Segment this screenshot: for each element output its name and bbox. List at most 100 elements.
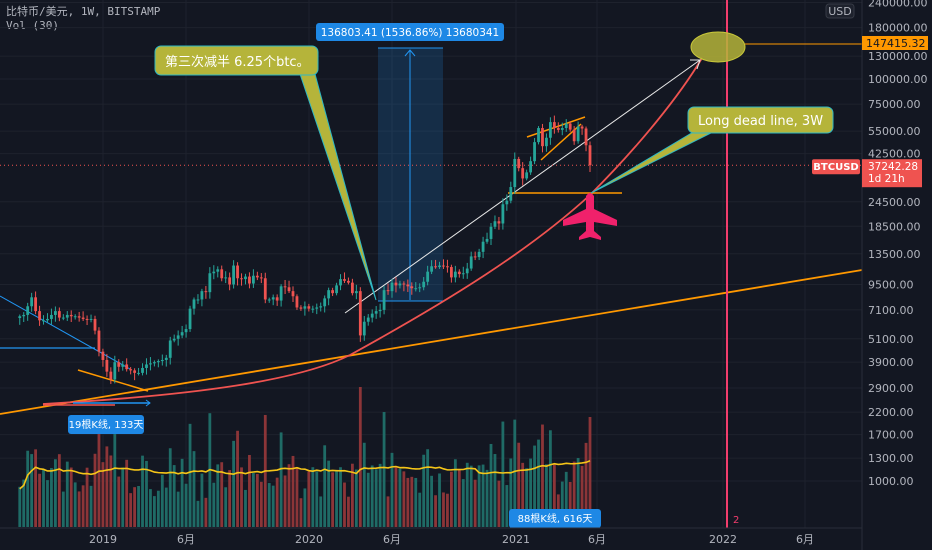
candle[interactable] <box>299 307 303 309</box>
triangle-upper[interactable] <box>77 369 149 392</box>
candle[interactable] <box>410 286 414 289</box>
candle[interactable] <box>77 316 81 318</box>
candle[interactable] <box>469 256 473 269</box>
candle[interactable] <box>252 275 255 284</box>
halving-callout[interactable] <box>154 45 319 76</box>
candle[interactable] <box>545 137 548 147</box>
candle[interactable] <box>220 269 224 279</box>
candle[interactable] <box>323 298 327 307</box>
currency-badge[interactable] <box>825 3 855 19</box>
candle[interactable] <box>22 314 26 317</box>
candle[interactable] <box>501 204 505 224</box>
candle[interactable] <box>347 280 350 283</box>
candle[interactable] <box>42 320 45 322</box>
candle[interactable] <box>549 122 552 138</box>
candle[interactable] <box>394 282 398 286</box>
dead-line-callout[interactable] <box>687 106 834 134</box>
candle[interactable] <box>85 318 89 320</box>
candle[interactable] <box>465 268 469 274</box>
candle[interactable] <box>164 357 168 360</box>
candle[interactable] <box>354 291 358 294</box>
candle[interactable] <box>54 311 57 315</box>
candle[interactable] <box>172 338 176 341</box>
candle[interactable] <box>26 306 30 315</box>
candle[interactable] <box>568 123 572 130</box>
candle[interactable] <box>275 297 279 301</box>
candle[interactable] <box>572 129 576 142</box>
candle[interactable] <box>117 362 121 367</box>
candle[interactable] <box>188 308 192 330</box>
candle[interactable] <box>505 200 509 205</box>
candle[interactable] <box>485 238 489 242</box>
candle[interactable] <box>315 307 319 309</box>
candle[interactable] <box>259 277 263 279</box>
candle[interactable] <box>489 226 493 239</box>
candle[interactable] <box>69 314 73 317</box>
candle[interactable] <box>61 317 65 319</box>
candle[interactable] <box>160 359 164 362</box>
candle[interactable] <box>426 271 430 282</box>
candle[interactable] <box>137 372 140 374</box>
candle[interactable] <box>121 364 125 367</box>
candle[interactable] <box>556 128 560 130</box>
candle[interactable] <box>89 318 93 320</box>
candle[interactable] <box>438 265 441 268</box>
candle[interactable] <box>212 271 216 274</box>
candle[interactable] <box>588 145 592 166</box>
candle[interactable] <box>560 128 564 130</box>
candle[interactable] <box>386 290 390 292</box>
candle[interactable] <box>216 269 220 272</box>
candle[interactable] <box>537 128 540 143</box>
red-growth-curve[interactable] <box>42 57 703 405</box>
candle[interactable] <box>196 299 200 301</box>
candle[interactable] <box>113 362 117 380</box>
candle[interactable] <box>473 256 477 258</box>
wedge-upper[interactable] <box>526 116 586 138</box>
candle[interactable] <box>291 291 295 297</box>
candle[interactable] <box>517 158 521 169</box>
candle[interactable] <box>141 367 144 373</box>
candle[interactable] <box>366 317 370 322</box>
candle[interactable] <box>105 359 109 372</box>
candle[interactable] <box>525 172 529 179</box>
price-axis[interactable]: 240000.00 180000.00 130000.00 100000.00 7500… <box>868 0 928 488</box>
candle[interactable] <box>109 371 113 380</box>
candle[interactable] <box>513 158 517 188</box>
candle[interactable] <box>446 266 449 268</box>
candle[interactable] <box>541 128 544 147</box>
candle[interactable] <box>34 297 37 312</box>
candle[interactable] <box>552 122 556 129</box>
candle[interactable] <box>224 277 228 279</box>
candle[interactable] <box>521 168 525 179</box>
candle[interactable] <box>343 279 346 281</box>
candle[interactable] <box>303 306 307 309</box>
candle[interactable] <box>430 266 433 272</box>
candle[interactable] <box>65 314 69 318</box>
candle[interactable] <box>133 370 136 373</box>
candle[interactable] <box>390 282 394 292</box>
candle[interactable] <box>30 297 34 307</box>
candle[interactable] <box>192 299 196 309</box>
candle[interactable] <box>564 123 568 129</box>
candle[interactable] <box>374 311 378 314</box>
candle[interactable] <box>398 283 402 286</box>
candle[interactable] <box>184 329 188 333</box>
candle[interactable] <box>101 351 105 360</box>
candle[interactable] <box>236 265 239 279</box>
candle[interactable] <box>370 313 374 318</box>
time-axis[interactable]: 2019 6月 2020 6月 2021 6月 2022 6月 <box>89 533 814 546</box>
candle[interactable] <box>255 275 259 278</box>
candle[interactable] <box>176 335 180 339</box>
candle[interactable] <box>168 340 172 358</box>
candle[interactable] <box>533 142 536 162</box>
candle[interactable] <box>453 271 457 278</box>
candle[interactable] <box>240 278 243 280</box>
candle[interactable] <box>331 290 334 294</box>
target-ellipse[interactable] <box>690 31 746 63</box>
candle[interactable] <box>232 265 235 285</box>
candle[interactable] <box>576 126 580 142</box>
candle[interactable] <box>422 281 426 288</box>
candle[interactable] <box>156 361 160 363</box>
candle[interactable] <box>339 279 342 286</box>
candle[interactable] <box>358 291 362 336</box>
